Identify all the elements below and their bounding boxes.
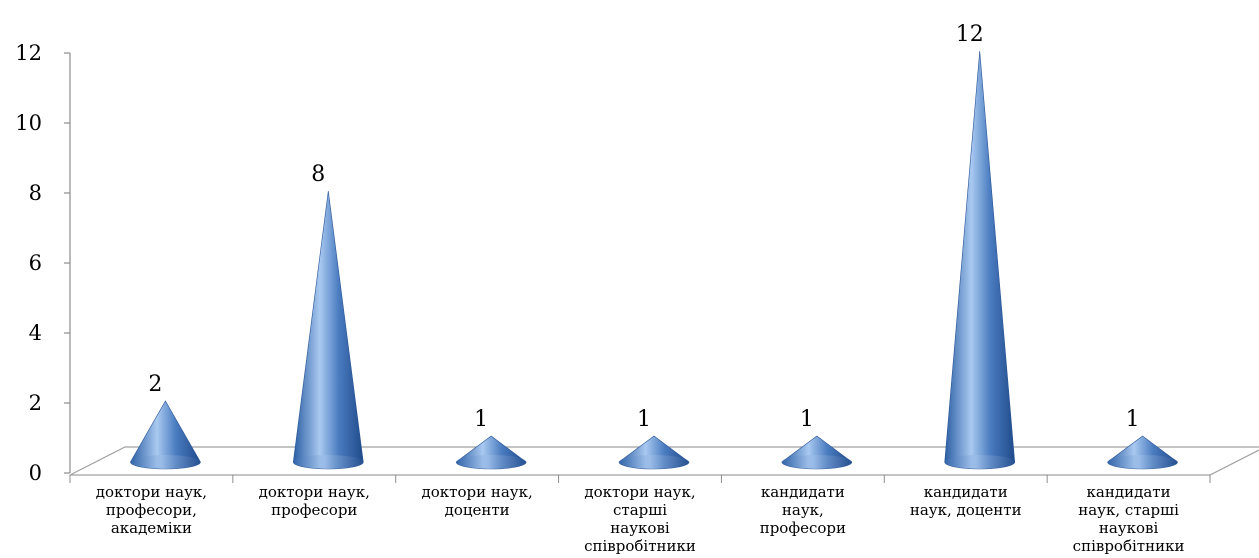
cone-mark <box>130 400 201 470</box>
cone-base <box>619 455 689 469</box>
y-tick-label: 10 <box>15 111 42 135</box>
cone-mark <box>292 190 364 470</box>
cone-base <box>456 455 527 469</box>
data-label: 12 <box>956 22 984 47</box>
category-label: наук, <box>782 501 824 519</box>
category-label: кандидати <box>1087 483 1171 501</box>
y-tick-label: 0 <box>29 461 42 485</box>
category-label: професори <box>271 501 357 519</box>
cone-body <box>944 50 1016 470</box>
cone-mark <box>1107 435 1178 470</box>
category-label: академіки <box>111 519 192 537</box>
y-tick-label: 8 <box>29 181 42 205</box>
cone-base <box>293 455 364 469</box>
cone-base <box>1107 455 1178 469</box>
y-tick-label: 4 <box>29 321 42 345</box>
category-label: доктори наук, <box>96 483 207 501</box>
category-label: кандидати <box>761 483 845 501</box>
chart-floor <box>69 446 1259 476</box>
data-label: 1 <box>1126 407 1140 432</box>
data-label: 1 <box>800 407 814 432</box>
y-tick-label: 6 <box>29 251 42 275</box>
category-label: старші <box>613 501 667 519</box>
category-label: професори, <box>106 501 197 519</box>
category-label: співробітники <box>584 537 696 555</box>
category-label: доктори наук, <box>422 483 533 501</box>
category-label: доктори наук, <box>259 483 370 501</box>
cone-base <box>944 455 1015 469</box>
category-label: доценти <box>445 501 510 519</box>
data-label: 1 <box>637 407 651 432</box>
category-label: співробітники <box>1073 537 1185 555</box>
plot-area <box>130 50 1178 470</box>
cone-mark <box>781 435 853 470</box>
category-label: наук, старші <box>1078 501 1179 519</box>
category-label: кандидати <box>924 483 1008 501</box>
y-tick-label: 2 <box>29 391 42 415</box>
category-label: наук, доценти <box>910 501 1022 519</box>
category-label: наукові <box>1099 519 1159 537</box>
y-tick-label: 12 <box>15 41 42 65</box>
cone-body <box>292 190 364 470</box>
cone-base <box>130 455 201 469</box>
data-label: 2 <box>148 372 162 397</box>
data-label: 1 <box>474 407 488 432</box>
cone-mark <box>455 435 527 470</box>
floor-plane <box>69 446 1259 476</box>
category-label: наукові <box>610 519 670 537</box>
cone-mark <box>618 435 690 470</box>
data-label: 8 <box>311 162 325 187</box>
cone-mark <box>944 50 1016 470</box>
cone-base <box>781 455 852 469</box>
category-label: доктори наук, <box>584 483 695 501</box>
category-label: професори <box>760 519 846 537</box>
